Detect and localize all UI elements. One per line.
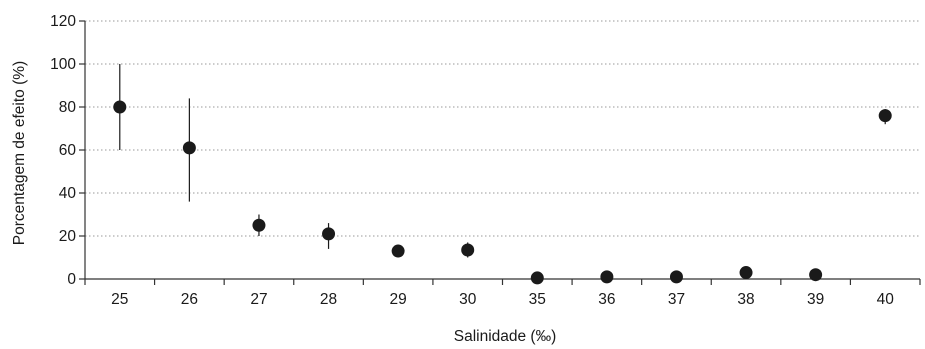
x-tick-label: 37 (668, 291, 685, 308)
x-tick-label: 38 (737, 291, 754, 308)
data-point (113, 100, 127, 114)
data-marks (113, 64, 892, 285)
x-axis-label: Salinidade (‰) (454, 328, 557, 345)
x-tick-label: 29 (390, 291, 407, 308)
data-point (530, 271, 544, 285)
x-tick-label: 36 (598, 291, 615, 308)
data-point (809, 268, 823, 282)
x-tick-label: 26 (181, 291, 198, 308)
x-tick-label: 35 (529, 291, 546, 308)
data-point (739, 266, 753, 280)
data-point (878, 109, 892, 123)
y-tick-label: 20 (59, 228, 77, 245)
data-point (252, 218, 266, 232)
y-tick-label: 100 (50, 56, 76, 73)
x-axis-ticks: 25 26 27 28 29 30 35 36 37 38 39 40 (84, 279, 921, 308)
x-tick-label: 39 (807, 291, 824, 308)
y-tick-label: 40 (59, 185, 77, 202)
data-point (182, 141, 196, 155)
y-axis-ticks: 0 20 40 60 80 100 120 (50, 13, 85, 288)
y-tick-label: 0 (67, 271, 76, 288)
grid-lines (85, 20, 920, 237)
x-tick-label: 27 (250, 291, 267, 308)
x-tick-label: 40 (877, 291, 895, 308)
data-point (391, 244, 405, 258)
y-tick-label: 60 (59, 142, 77, 159)
y-axis-label: Porcentagem de efeito (%) (11, 61, 28, 245)
data-point (461, 243, 475, 257)
y-tick-label: 120 (50, 13, 76, 30)
x-tick-label: 25 (111, 291, 128, 308)
data-point (322, 227, 336, 241)
x-tick-label: 30 (459, 291, 477, 308)
data-point (669, 270, 683, 284)
y-tick-label: 80 (59, 99, 77, 116)
x-tick-label: 28 (320, 291, 337, 308)
data-point (600, 270, 614, 284)
